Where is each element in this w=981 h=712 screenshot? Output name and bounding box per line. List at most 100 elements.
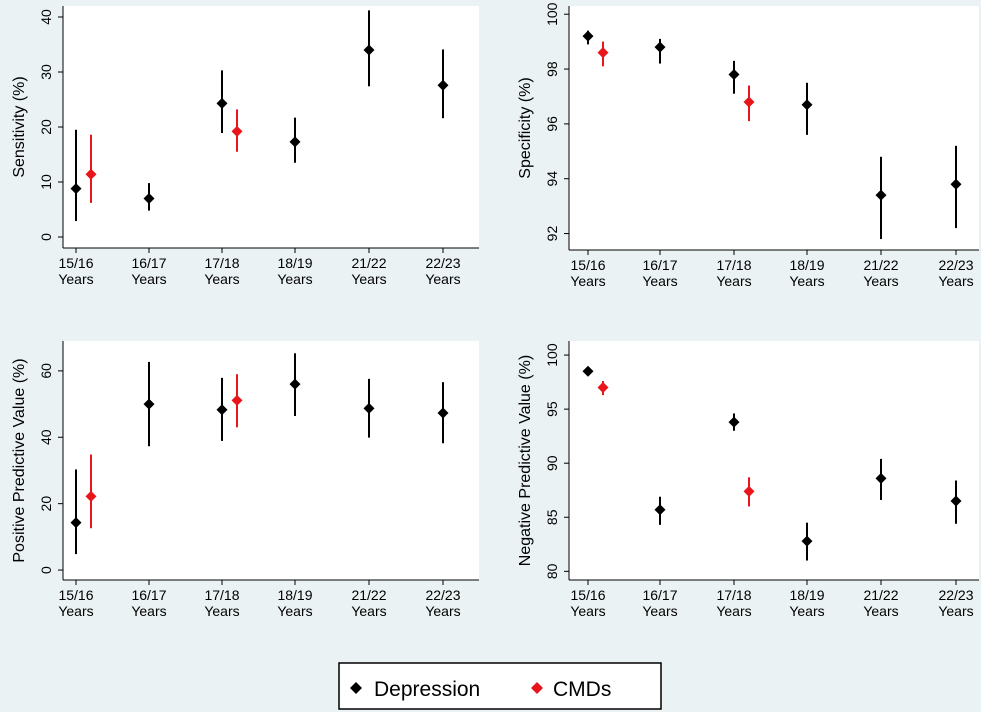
depression-point [582, 365, 594, 377]
x-tick-sublabel: Years [938, 603, 973, 619]
cmds-point [597, 47, 609, 59]
x-tick-label: 18/19 [277, 587, 312, 603]
depression-point [70, 183, 82, 195]
depression-point [582, 30, 594, 42]
y-tick-label: 95 [544, 401, 560, 417]
depression-point [363, 402, 375, 414]
x-tick-sublabel: Years [131, 271, 166, 287]
y-tick-label: 92 [544, 226, 560, 242]
y-tick-label: 90 [544, 455, 560, 471]
y-tick-label: 20 [38, 496, 54, 512]
depression-point [950, 495, 962, 507]
x-tick-label: 15/16 [570, 587, 605, 603]
depression-point [289, 136, 301, 148]
legend: Depression CMDs [338, 662, 662, 710]
depression-point [801, 99, 813, 111]
x-tick-label: 17/18 [716, 587, 751, 603]
x-tick-sublabel: Years [938, 273, 973, 289]
x-tick-label: 17/18 [716, 257, 751, 273]
x-tick-label: 15/16 [58, 587, 93, 603]
x-tick-sublabel: Years [642, 273, 677, 289]
legend-box [338, 662, 662, 710]
legend-marker-depression [350, 682, 362, 694]
x-tick-label: 21/22 [863, 587, 898, 603]
depression-point [437, 407, 449, 419]
y-axis-title: Negative Predictive Value (%) [517, 355, 534, 566]
x-tick-sublabel: Years [204, 603, 239, 619]
x-tick-label: 21/22 [351, 255, 386, 271]
legend-label-depression: Depression [374, 678, 480, 701]
depression-point [289, 378, 301, 390]
y-tick-label: 98 [544, 61, 560, 77]
plot-area [569, 6, 979, 250]
y-tick-label: 10 [38, 174, 54, 190]
depression-point [70, 517, 82, 529]
legend-marker-cmds [531, 682, 543, 694]
cmds-point [743, 96, 755, 108]
x-tick-label: 16/17 [131, 255, 166, 271]
depression-point [216, 404, 228, 416]
x-tick-sublabel: Years [789, 273, 824, 289]
x-tick-sublabel: Years [58, 603, 93, 619]
depression-point [654, 504, 666, 516]
x-tick-sublabel: Years [277, 603, 312, 619]
y-axis-title: Specificity (%) [517, 77, 534, 178]
x-tick-label: 21/22 [351, 587, 386, 603]
cmds-point [231, 394, 243, 406]
y-tick-label: 100 [544, 2, 560, 26]
depression-point [143, 193, 155, 204]
x-tick-label: 17/18 [204, 255, 239, 271]
plot-area [569, 341, 979, 580]
x-tick-sublabel: Years [58, 271, 93, 287]
depression-point [363, 44, 375, 56]
depression-point [437, 79, 449, 91]
x-tick-sublabel: Years [642, 603, 677, 619]
x-tick-sublabel: Years [277, 271, 312, 287]
x-tick-sublabel: Years [789, 603, 824, 619]
x-tick-sublabel: Years [716, 273, 751, 289]
x-tick-sublabel: Years [131, 603, 166, 619]
x-tick-label: 22/23 [938, 257, 973, 273]
cmds-point [597, 382, 609, 394]
y-tick-label: 0 [38, 566, 54, 574]
x-tick-label: 15/16 [570, 257, 605, 273]
depression-point [654, 41, 666, 53]
depression-point [728, 416, 740, 428]
x-tick-label: 22/23 [425, 587, 460, 603]
x-tick-sublabel: Years [351, 603, 386, 619]
y-axis-title: Positive Predictive Value (%) [11, 358, 28, 562]
x-tick-label: 18/19 [789, 257, 824, 273]
depression-point [728, 69, 740, 81]
depression-point [875, 472, 887, 484]
plot-area [63, 341, 479, 580]
y-tick-label: 20 [38, 119, 54, 135]
x-tick-label: 16/17 [642, 587, 677, 603]
x-tick-sublabel: Years [204, 271, 239, 287]
x-tick-label: 18/19 [789, 587, 824, 603]
y-tick-label: 85 [544, 509, 560, 525]
x-tick-label: 22/23 [938, 587, 973, 603]
x-tick-sublabel: Years [425, 271, 460, 287]
x-tick-label: 16/17 [131, 587, 166, 603]
x-tick-sublabel: Years [716, 603, 751, 619]
depression-point [143, 398, 155, 410]
x-tick-sublabel: Years [570, 603, 605, 619]
cmds-point [85, 490, 97, 502]
y-tick-label: 0 [38, 233, 54, 241]
x-tick-sublabel: Years [351, 271, 386, 287]
depression-point [875, 189, 887, 201]
x-tick-label: 21/22 [863, 257, 898, 273]
depression-point [216, 97, 228, 109]
y-tick-label: 60 [38, 363, 54, 379]
y-tick-label: 96 [544, 116, 560, 132]
depression-point [950, 178, 962, 190]
npv-panel: 80 85 90 95 100 Negative Predictive Value (%)… [517, 341, 979, 619]
x-tick-sublabel: Years [863, 603, 898, 619]
x-tick-sublabel: Years [570, 273, 605, 289]
y-axis-title: Sensitivity (%) [11, 76, 28, 177]
y-tick-label: 80 [544, 563, 560, 579]
x-tick-label: 17/18 [204, 587, 239, 603]
x-tick-label: 18/19 [277, 255, 312, 271]
